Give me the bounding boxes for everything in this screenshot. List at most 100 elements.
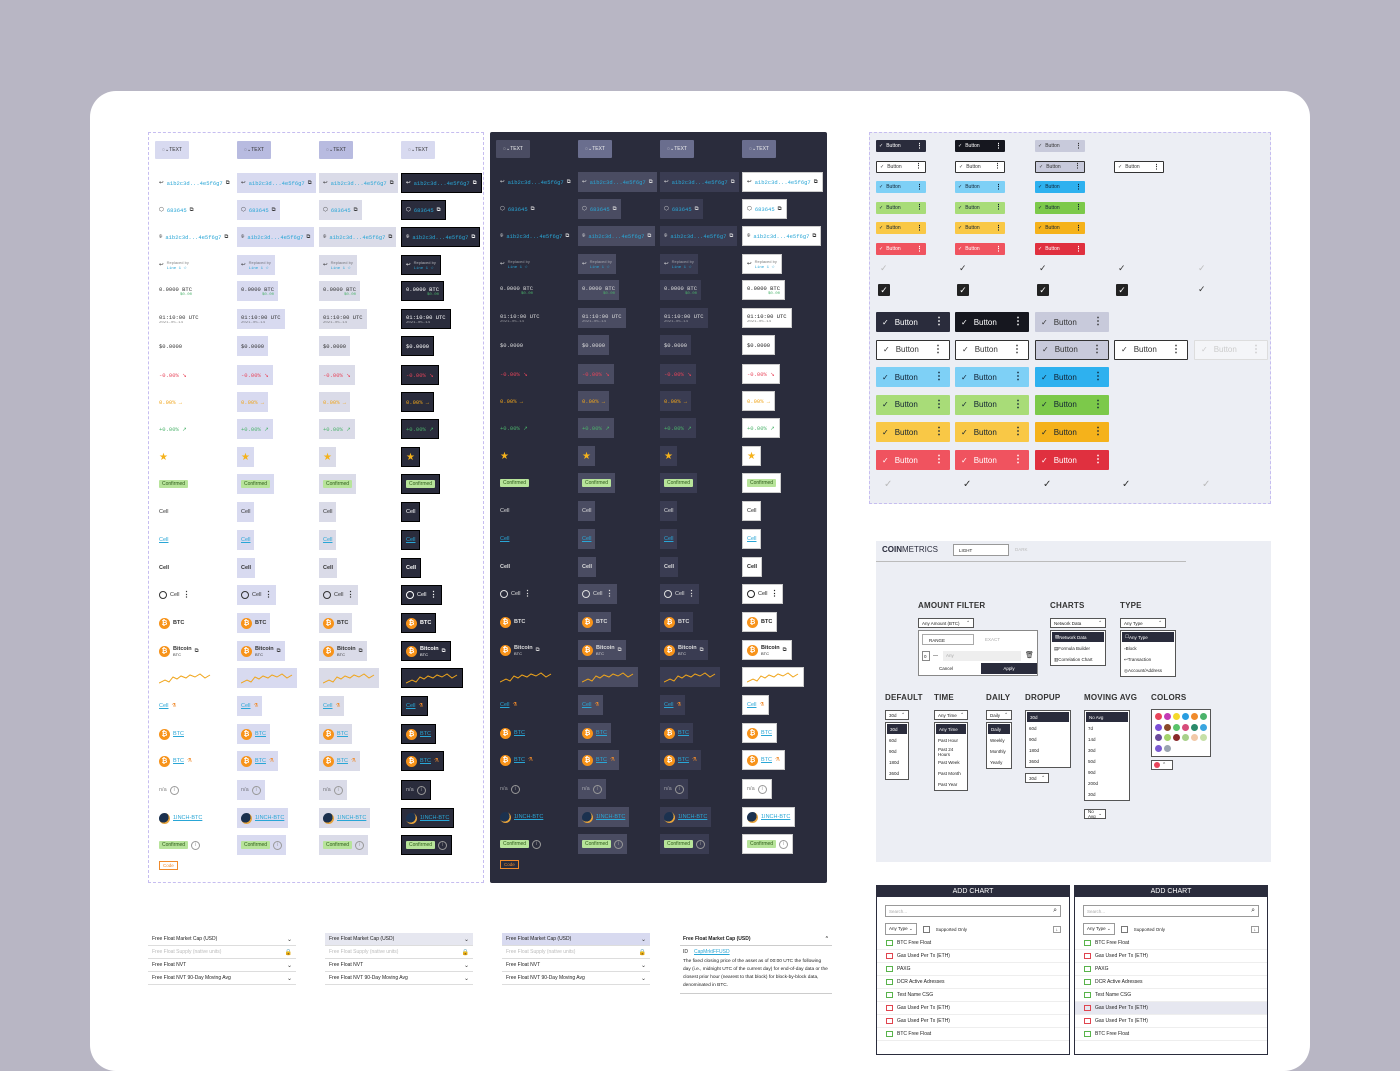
menu-item[interactable]: ☐ Any Type <box>1122 632 1174 642</box>
menu-item[interactable]: Daily <box>988 724 1010 734</box>
kebab-menu-icon[interactable]: ⋮ <box>770 589 779 598</box>
copy-icon[interactable]: ⧉ <box>699 646 704 653</box>
asset-full-cell[interactable]: ₿ Bitcoin BTC ⧉ <box>319 641 367 661</box>
copy-icon[interactable]: ⧉ <box>777 205 782 212</box>
star-cell[interactable]: ★ <box>237 447 254 467</box>
menu-item[interactable]: 90d <box>1088 770 1096 775</box>
time-cell[interactable]: 01:10:00 UTC 2021-05-14 <box>319 309 367 329</box>
confirmed-cell[interactable]: Confirmed <box>155 474 192 494</box>
kebab-menu-icon[interactable]: ⋮ <box>1012 343 1022 355</box>
metric-row[interactable]: Test Name CSG <box>1075 989 1267 1002</box>
amount-cell[interactable]: 0.0000 BTC $0.00 <box>660 280 702 300</box>
flask-cell[interactable]: Cell ⚗ <box>742 695 770 715</box>
radio-cell[interactable]: Cell ⋮ <box>742 584 784 604</box>
link-cell[interactable]: Cell <box>660 529 678 549</box>
small-button[interactable]: ✓ Button ⋮ <box>1035 201 1085 214</box>
block-cell[interactable]: ⬡ 683645 ⧉ <box>742 199 787 219</box>
star-cell[interactable]: ★ <box>155 447 172 467</box>
kebab-menu-icon[interactable]: ⋮ <box>1153 163 1160 171</box>
color-swatch[interactable] <box>1164 723 1171 731</box>
change-neutral-cell[interactable]: 0.00% → <box>500 397 524 405</box>
confirmed-cell[interactable]: Confirmed <box>401 474 441 494</box>
small-button[interactable]: ✓ Button ⋮ <box>1114 161 1164 173</box>
supported-only-checkbox[interactable] <box>1120 925 1128 933</box>
change-negative-cell[interactable]: -0.00% ↘ <box>401 365 439 385</box>
large-button[interactable]: ✓ Button ⋮ <box>1035 422 1109 443</box>
change-negative-cell[interactable]: -0.00% ↘ <box>660 364 696 384</box>
info-icon[interactable]: i <box>696 839 706 849</box>
menu-item[interactable]: ↩ Transaction <box>1124 656 1152 663</box>
flask-cell[interactable]: Cell ⚗ <box>319 696 345 716</box>
kebab-menu-icon[interactable]: ⋮ <box>916 183 923 191</box>
btc-link-cell[interactable]: ₿ BTC <box>578 723 611 743</box>
time-cell[interactable]: 01:10:00 UTC 2021-05-14 <box>578 308 626 328</box>
copy-icon[interactable]: ⧉ <box>566 178 571 185</box>
confirmed-info-cell[interactable]: Confirmed i <box>237 835 287 855</box>
asset-cell[interactable]: ₿ BTC <box>401 613 437 633</box>
small-button[interactable]: ✓ Button ⋮ <box>876 222 926 235</box>
kebab-menu-icon[interactable]: ⋮ <box>934 454 944 465</box>
header-text-cell[interactable]: ◌ ⌄ TEXT <box>578 140 612 158</box>
kebab-menu-icon[interactable]: ⋮ <box>523 589 532 598</box>
copy-icon[interactable]: ⧉ <box>813 178 818 185</box>
info-icon[interactable]: i <box>532 839 542 849</box>
star-icon[interactable]: ★ <box>323 451 332 463</box>
hash-cell[interactable]: ↩ a1b2c3d...4e5f6g7 ⧉ <box>237 173 316 193</box>
header-text-cell[interactable]: ◌ ⌄ TEXT <box>660 140 694 158</box>
copy-icon[interactable]: ⧉ <box>388 233 393 240</box>
menu-item[interactable]: 180d <box>889 760 900 765</box>
radio-cell[interactable]: Cell ⋮ <box>660 584 700 604</box>
text-cell[interactable]: Cell <box>237 502 255 522</box>
star-cell[interactable]: ★ <box>401 447 420 467</box>
small-button[interactable]: ✓ Button ⋮ <box>1035 243 1085 255</box>
large-button[interactable]: ✓ Button ⋮ <box>1035 450 1109 470</box>
asset-cell[interactable]: ₿ BTC <box>742 612 778 632</box>
change-positive-cell[interactable]: +0.00% ↗ <box>319 419 355 439</box>
info-icon[interactable]: i <box>273 840 283 850</box>
hash-cell[interactable]: ↩ a1b2c3d...4e5f6g7 ⧉ <box>159 179 230 187</box>
checkbox-checked[interactable]: ✓ <box>878 284 890 296</box>
search-input[interactable]: Search... ⌕ <box>1083 905 1259 917</box>
pair-cell[interactable]: 1INCH-BTC <box>660 807 712 827</box>
metric-dropdown-row[interactable]: Free Float NVT 90-Day Moving Avg ⌄ <box>148 972 296 985</box>
copy-icon[interactable]: ⧉ <box>471 233 476 240</box>
info-icon[interactable]: i <box>333 785 343 795</box>
pair-cell[interactable]: 1INCH-BTC <box>155 808 206 828</box>
menu-item[interactable]: 360d <box>889 771 900 776</box>
radio-icon[interactable] <box>582 590 590 598</box>
flask-cell[interactable]: Cell ⚗ <box>401 696 429 716</box>
time-cell[interactable]: 01:10:00 UTC 2021-05-14 <box>500 312 540 324</box>
block-cell[interactable]: ⬡ 683645 ⧉ <box>159 206 194 214</box>
small-button[interactable]: ✓ Button ⋮ <box>876 160 926 173</box>
usd-cell[interactable]: $0.0000 <box>401 336 435 356</box>
kebab-menu-icon[interactable]: ⋮ <box>1013 316 1023 327</box>
btc-flask-cell[interactable]: ₿ BTC ⚗ <box>742 750 785 770</box>
metric-dropdown-row[interactable]: Free Float Market Cap (USD) ⌄ <box>325 933 473 946</box>
metric-row[interactable]: Gas Used Per Tx (ETH) <box>1075 1015 1267 1028</box>
metric-row[interactable]: Gas Used Per Tx (ETH) <box>877 1002 1069 1015</box>
sparkline-cell[interactable] <box>578 667 638 687</box>
copy-icon[interactable]: ⧉ <box>812 232 817 239</box>
small-button[interactable]: ✓ Button ⋮ <box>955 140 1005 152</box>
radio-icon[interactable] <box>500 590 508 598</box>
btc-link-cell[interactable]: ₿ BTC <box>742 723 777 743</box>
info-icon[interactable]: i <box>169 785 179 795</box>
block-cell[interactable]: ⬡ 683645 ⧉ <box>660 199 703 219</box>
info-icon[interactable]: i <box>251 785 261 795</box>
bold-cell[interactable]: Cell <box>159 565 170 571</box>
color-swatch[interactable] <box>1164 713 1171 720</box>
time-cell[interactable]: 01:10:00 UTC 2021-05-14 <box>660 308 708 328</box>
color-swatch[interactable] <box>1155 744 1162 752</box>
text-cell[interactable]: Cell <box>401 502 421 522</box>
header-text-cell[interactable]: ◌ ⌄ TEXT <box>496 140 530 158</box>
asset-full-cell[interactable]: ₿ Bitcoin BTC ⧉ <box>401 641 451 661</box>
copy-icon[interactable]: ⧉ <box>271 206 276 213</box>
copy-icon[interactable]: ⧉ <box>730 178 735 185</box>
small-button[interactable]: ✓ Button ⋮ <box>955 160 1005 173</box>
flask-cell[interactable]: Cell ⚗ <box>660 695 686 715</box>
kebab-menu-icon[interactable]: ⋮ <box>346 590 355 599</box>
small-button[interactable]: ✓ Button ⋮ <box>955 243 1005 255</box>
star-icon[interactable]: ★ <box>500 450 509 462</box>
metric-row[interactable]: BTC Free Float <box>1075 1028 1267 1041</box>
search-input[interactable]: Search... ⌕ <box>885 905 1061 917</box>
